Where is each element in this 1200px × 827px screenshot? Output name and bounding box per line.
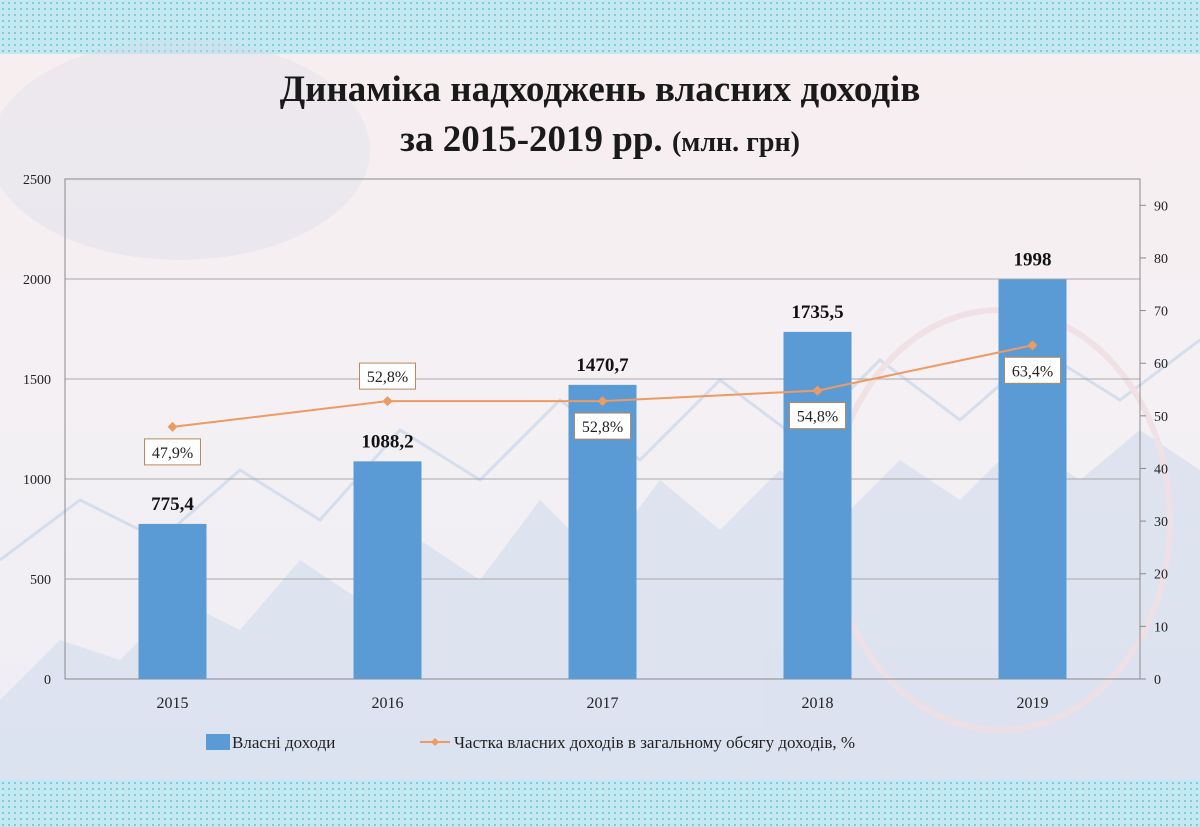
- line-value-box: [1004, 356, 1061, 384]
- line-value-box: [359, 362, 416, 390]
- y-left-tick-label: 2000: [23, 273, 51, 288]
- bar: [998, 279, 1067, 679]
- y-left-tick-label: 500: [30, 573, 51, 588]
- bar-value-label: 775,4: [151, 494, 194, 515]
- decorative-band-top: [0, 0, 1200, 54]
- x-tick-label: 2019: [1017, 695, 1049, 712]
- y-right-tick-label: 0: [1154, 673, 1161, 688]
- line-value-box: [789, 402, 846, 430]
- y-right-tick-label: 50: [1154, 410, 1168, 425]
- bar-series: [138, 279, 1067, 679]
- x-tick-label: 2015: [157, 695, 189, 712]
- y-left-tick-label: 1000: [23, 473, 51, 488]
- legend-bar-swatch: [206, 734, 230, 750]
- y-right-tick-label: 70: [1154, 305, 1168, 320]
- line-value-box: [574, 412, 631, 440]
- legend-line-marker: [431, 738, 439, 746]
- line-point: [382, 396, 393, 407]
- y-right-tick-label: 10: [1154, 620, 1168, 635]
- line-value-label: 63,4%: [1012, 363, 1053, 380]
- bar-value-label: 1998: [1014, 249, 1052, 270]
- axes: 0 500 1000 1500 2000 2500 0 10 20 30 40 50 60 70 80 90 2…: [23, 173, 1168, 712]
- decorative-band-bottom: [0, 780, 1200, 827]
- y-left-tick-label: 0: [44, 673, 51, 688]
- legend-line-label: Частка власних доходів в загальному обся…: [454, 733, 855, 752]
- y-right-tick-label: 20: [1154, 568, 1168, 583]
- line-point: [812, 385, 823, 396]
- legend: Власні доходи Частка власних доходів в за…: [206, 733, 855, 752]
- x-tick-label: 2018: [802, 695, 834, 712]
- bar-value-label: 1088,2: [361, 431, 413, 452]
- chart-title-period: за 2015-2019 рр.: [400, 119, 663, 160]
- y-right-tick-label: 60: [1154, 357, 1168, 372]
- data-labels: 775,4 1088,2 1470,7 1735,5 1998 47,9% 52,8% 52,…: [144, 249, 1061, 515]
- legend-bar-label: Власні доходи: [232, 733, 335, 752]
- y-right-tick-label: 80: [1154, 252, 1168, 267]
- y-right-tick-label: 40: [1154, 462, 1168, 477]
- line-value-label: 52,8%: [367, 369, 408, 386]
- y-right-tick-label: 90: [1154, 199, 1168, 214]
- x-tick-label: 2017: [587, 695, 619, 712]
- chart-title-line2: за 2015-2019 рр. (млн. грн): [0, 118, 1200, 161]
- chart-title-line1: Динаміка надходжень власних доходів: [279, 69, 921, 110]
- line-point: [167, 421, 178, 432]
- y-left-tick-label: 1500: [23, 373, 51, 388]
- line-value-label: 47,9%: [152, 445, 193, 462]
- bar-value-label: 1470,7: [576, 355, 629, 376]
- chart-title-unit: (млн. грн): [671, 127, 800, 158]
- bar: [353, 461, 422, 679]
- x-tick-label: 2016: [372, 695, 404, 712]
- line-value-label: 52,8%: [582, 419, 623, 436]
- line-point: [1027, 340, 1038, 351]
- line-value-label: 54,8%: [797, 409, 838, 426]
- y-right-tick-label: 30: [1154, 515, 1168, 530]
- line-series: [167, 340, 1038, 432]
- line-point: [597, 396, 608, 407]
- line-value-box: [144, 438, 201, 466]
- bar: [138, 523, 207, 679]
- bar-value-label: 1735,5: [791, 302, 843, 323]
- y-left-tick-label: 2500: [23, 173, 51, 188]
- bar: [783, 331, 852, 679]
